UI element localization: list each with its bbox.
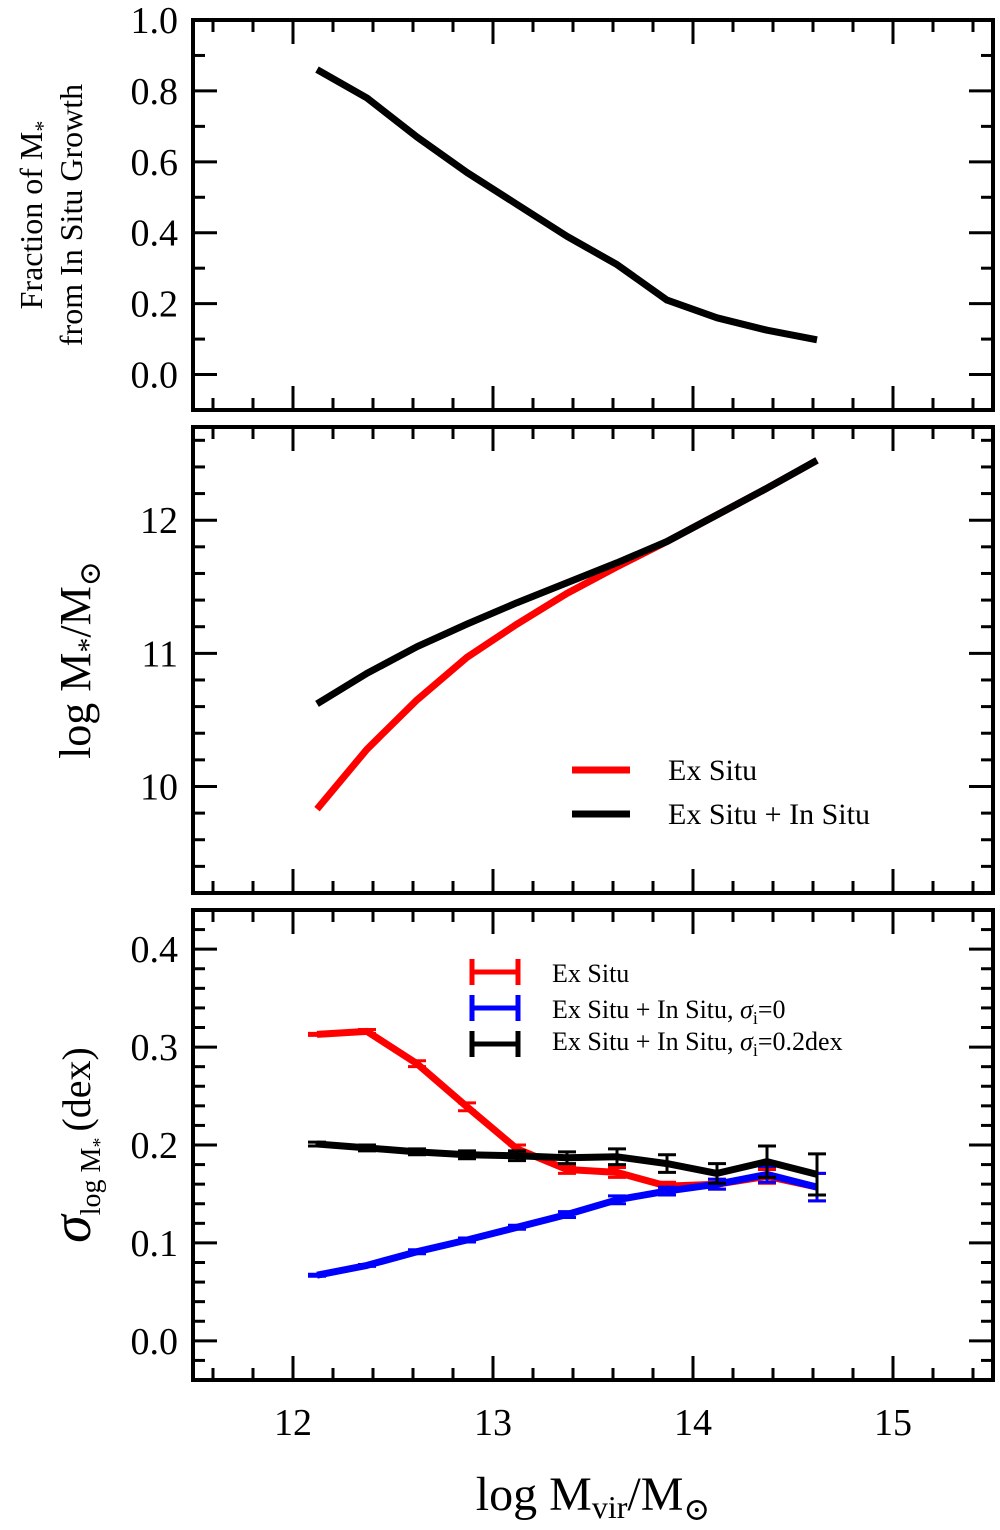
error-bar [508, 1223, 526, 1231]
error-bar [808, 1152, 826, 1197]
legend-bottom-ex-situ-swatch [469, 959, 521, 985]
error-bar [308, 1140, 326, 1148]
y-tick-label: 0.0 [131, 355, 179, 397]
panel-top-ylabel-line1: Fraction of M* [13, 121, 55, 310]
legend-bottom-sigma0-label: Ex Situ + In Situ, σi=0 [552, 995, 786, 1028]
error-bar [558, 1150, 576, 1166]
series-line-1 [315, 457, 819, 707]
error-bar [658, 1185, 676, 1197]
x-tick-label: 12 [274, 1402, 312, 1444]
panel-top-ylabel-2: from In Situ Growth [53, 84, 89, 346]
panel-middle-legend: Ex Situ Ex Situ + In Situ [572, 754, 870, 831]
error-bar [408, 1147, 426, 1157]
y-tick-label: 0.3 [131, 1027, 179, 1069]
error-bar [758, 1144, 776, 1179]
y-tick-label: 12 [140, 500, 178, 542]
error-bar [558, 1210, 576, 1219]
error-bar [458, 1236, 476, 1244]
error-bar [358, 1143, 376, 1153]
legend-bottom-sigma02-label: Ex Situ + In Situ, σi=0.2dex [552, 1027, 843, 1060]
error-bar [658, 1153, 676, 1174]
panel-top-frame [191, 18, 995, 412]
panel-middle-stellar-mass: 12 11 10 log M*/M⊙ Ex Situ Ex Situ + In Si… [51, 425, 995, 895]
error-bar [508, 1149, 526, 1163]
panel-top-fraction: 1.0 0.8 0.6 0.4 0.2 0.0 Fraction of M* from I… [13, 0, 995, 412]
y-tick-label: 0.6 [131, 142, 179, 184]
x-axis-label: log Mvir/M⊙ [476, 1468, 710, 1527]
error-bar [458, 1101, 476, 1113]
error-bar [408, 1059, 426, 1069]
y-tick-label: 1.0 [131, 0, 179, 42]
panel-bottom-legend: Ex Situ Ex Situ + In Situ, σi=0 Ex Situ … [469, 959, 843, 1060]
panel-middle-ytick-labels: 12 11 10 [140, 500, 178, 808]
error-bar [358, 1027, 376, 1035]
error-bar [358, 1262, 376, 1268]
panel-bottom-ytick-labels: 0.4 0.3 0.2 0.1 0.0 [131, 929, 179, 1363]
panel-middle-ticks [193, 427, 993, 893]
error-bar [708, 1162, 726, 1185]
panel-top-series [315, 66, 818, 344]
panel-bottom-ylabel: σlog M*(dex) [41, 1047, 111, 1243]
error-bar [308, 1031, 326, 1037]
error-bar [608, 1194, 626, 1206]
x-tick-label: 14 [674, 1402, 712, 1444]
legend-bottom-sigma0-swatch [469, 995, 521, 1021]
panel-middle-series [314, 457, 819, 812]
panel-top-ytick-labels: 1.0 0.8 0.6 0.4 0.2 0.0 [131, 0, 179, 397]
panel-top-ylabel: Fraction of M* [13, 121, 55, 310]
x-tick-label: 15 [874, 1402, 912, 1444]
y-tick-label: 10 [140, 766, 178, 808]
panel-middle-ylabel-text: log M*/M⊙ [51, 561, 107, 759]
y-tick-label: 0.2 [131, 284, 179, 326]
error-bar [458, 1149, 476, 1161]
y-tick-label: 0.4 [131, 213, 179, 255]
panel-bottom-ticks [193, 910, 993, 1380]
y-tick-label: 0.4 [131, 929, 179, 971]
error-bar [558, 1164, 576, 1175]
series-line-1 [316, 1170, 818, 1279]
series-line-0 [315, 66, 818, 344]
x-tick-label: 13 [474, 1402, 512, 1444]
legend-bottom-ex-situ-label: Ex Situ [552, 959, 629, 988]
legend-bottom-sigma02-swatch [469, 1031, 521, 1057]
y-tick-label: 0.8 [131, 71, 179, 113]
panel-top-ylabel-line2: from In Situ Growth [53, 84, 89, 346]
legend-ex-situ-label: Ex Situ [668, 754, 757, 787]
panel-bottom-series [308, 1027, 826, 1279]
y-tick-label: 11 [141, 633, 178, 675]
y-tick-label: 0.1 [131, 1223, 179, 1265]
panel-bottom-ylabel-text: σlog M*(dex) [41, 1047, 111, 1243]
panel-bottom-scatter: 0.4 0.3 0.2 0.1 0.0 σlog M*(dex) Ex Situ Ex … [41, 908, 995, 1382]
error-bar [608, 1166, 626, 1179]
legend-ex-plus-in-situ-label: Ex Situ + In Situ [668, 798, 870, 831]
error-bar [408, 1248, 426, 1256]
panel-middle-ylabel: log M*/M⊙ [51, 561, 107, 759]
panel-middle-frame [191, 425, 995, 895]
y-tick-label: 0.0 [131, 1321, 179, 1363]
panel-top-ticks [193, 20, 993, 410]
error-bar [308, 1272, 326, 1278]
y-tick-label: 0.2 [131, 1125, 179, 1167]
x-axis-tick-labels: 12 13 14 15 [274, 1402, 912, 1444]
error-bar [608, 1147, 626, 1167]
